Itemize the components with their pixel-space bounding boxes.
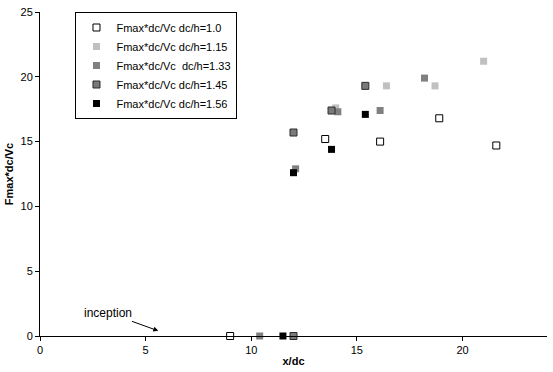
svg-text:25: 25: [21, 6, 33, 18]
svg-text:5: 5: [143, 344, 149, 356]
svg-text:15: 15: [21, 135, 33, 147]
svg-text:x/dc: x/dc: [282, 355, 304, 367]
svg-text:0: 0: [27, 330, 33, 342]
svg-text:Fmax*dc/Vc: Fmax*dc/Vc: [3, 143, 15, 205]
svg-text:0: 0: [37, 344, 43, 356]
svg-text:Fmax*dc/Vc dc/h=1.0: Fmax*dc/Vc dc/h=1.0: [116, 22, 221, 34]
svg-text:Fmax*dc/Vc dc/h=1.56: Fmax*dc/Vc dc/h=1.56: [116, 98, 227, 110]
svg-text:5: 5: [27, 265, 33, 277]
svg-text:inception: inception: [84, 306, 132, 320]
svg-text:20: 20: [21, 71, 33, 83]
svg-text:10: 10: [245, 344, 257, 356]
svg-text:Fmax*dc/Vc dc/h=1.45: Fmax*dc/Vc dc/h=1.45: [116, 79, 227, 91]
svg-text:Fmax*dc/Vc dc/h=1.33: Fmax*dc/Vc dc/h=1.33: [116, 60, 230, 72]
svg-text:10: 10: [21, 200, 33, 212]
svg-text:15: 15: [351, 344, 363, 356]
svg-text:20: 20: [456, 344, 468, 356]
svg-text:Fmax*dc/Vc dc/h=1.15: Fmax*dc/Vc dc/h=1.15: [116, 41, 227, 53]
